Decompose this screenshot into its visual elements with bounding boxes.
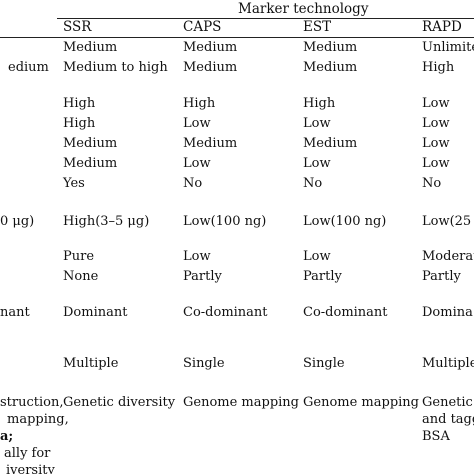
table-cell-rapd: Domina	[422, 305, 473, 320]
table-cell-est: Low	[303, 116, 331, 131]
row-label: 0 μg)	[0, 214, 35, 229]
table-cell-rapd: Low	[422, 96, 450, 111]
row-label: struction,	[0, 395, 64, 410]
column-header-rapd: RAPD	[422, 19, 462, 35]
table-cell-ssr: None	[63, 269, 99, 284]
table-cell-rapd: and tagg	[422, 412, 474, 427]
table-cell-est: High	[303, 96, 336, 111]
table-cell-caps: High	[183, 96, 216, 111]
table-cell-caps: Genome mapping	[183, 395, 300, 410]
table-cell-caps: Medium	[183, 60, 238, 75]
table-cell-est: Low	[303, 249, 331, 264]
table-cell-ssr: Medium	[63, 40, 118, 55]
table-cell-ssr: Medium	[63, 156, 118, 171]
table-cell-est: Medium	[303, 40, 358, 55]
table-cell-caps: No	[183, 176, 203, 191]
table-cell-rapd: Low	[422, 116, 450, 131]
table-cell-caps: Medium	[183, 40, 238, 55]
table-cell-est: Partly	[303, 269, 342, 284]
group-header-rule	[57, 18, 474, 19]
table-cell-rapd: No	[422, 176, 442, 191]
table-cell-est: Genome mapping	[303, 395, 420, 410]
table-cell-caps: Medium	[183, 136, 238, 151]
table-cell-rapd: BSA	[422, 429, 450, 444]
row-label: ally for	[4, 446, 51, 461]
table-cell-rapd: High	[422, 60, 455, 75]
table-cell-rapd: Partly	[422, 269, 461, 284]
table-cell-est: Low(100 ng)	[303, 214, 387, 229]
table-cell-caps: Co-dominant	[183, 305, 268, 320]
table-cell-rapd: Moderat	[422, 249, 474, 264]
table-cell-rapd: Low(25 n	[422, 214, 474, 229]
table-cell-ssr: Dominant	[63, 305, 128, 320]
table-cell-ssr: High(3–5 μg)	[63, 214, 150, 229]
table-cell-ssr: Multiple	[63, 356, 119, 371]
table-cell-caps: Low	[183, 116, 211, 131]
column-header-ssr: SSR	[63, 19, 92, 35]
row-label: edium	[8, 60, 49, 75]
table-cell-ssr: Genetic diversity	[63, 395, 176, 410]
row-label: a;	[0, 429, 14, 444]
row-label: mapping,	[7, 412, 69, 427]
group-header-marker-technology: Marker technology	[238, 1, 369, 17]
table-cell-rapd: Genetic	[422, 395, 473, 410]
table-cell-ssr: Medium to high	[63, 60, 168, 75]
table-cell-caps: Single	[183, 356, 225, 371]
table-cell-est: Co-dominant	[303, 305, 388, 320]
table-cell-est: Low	[303, 156, 331, 171]
table-cell-ssr: High	[63, 116, 96, 131]
table-cell-rapd: Multiple	[422, 356, 474, 371]
table-cell-est: Medium	[303, 60, 358, 75]
table-cell-rapd: Low	[422, 136, 450, 151]
table-cell-rapd: Unlimite	[422, 40, 474, 55]
row-label: nant	[0, 305, 30, 320]
table-cell-est: Medium	[303, 136, 358, 151]
row-label: iversity	[6, 463, 55, 474]
table-cell-ssr: Yes	[63, 176, 85, 191]
table-cell-caps: Low	[183, 249, 211, 264]
column-header-rule	[0, 37, 474, 38]
column-header-est: EST	[303, 19, 332, 35]
table-cell-est: No	[303, 176, 323, 191]
table-cell-caps: Low	[183, 156, 211, 171]
column-header-caps: CAPS	[183, 19, 222, 35]
table-cell-ssr: Pure	[63, 249, 95, 264]
table-cell-caps: Low(100 ng)	[183, 214, 267, 229]
table-cell-est: Single	[303, 356, 345, 371]
table-cell-caps: Partly	[183, 269, 222, 284]
table-cell-rapd: Low	[422, 156, 450, 171]
table-cell-ssr: Medium	[63, 136, 118, 151]
table-cell-ssr: High	[63, 96, 96, 111]
